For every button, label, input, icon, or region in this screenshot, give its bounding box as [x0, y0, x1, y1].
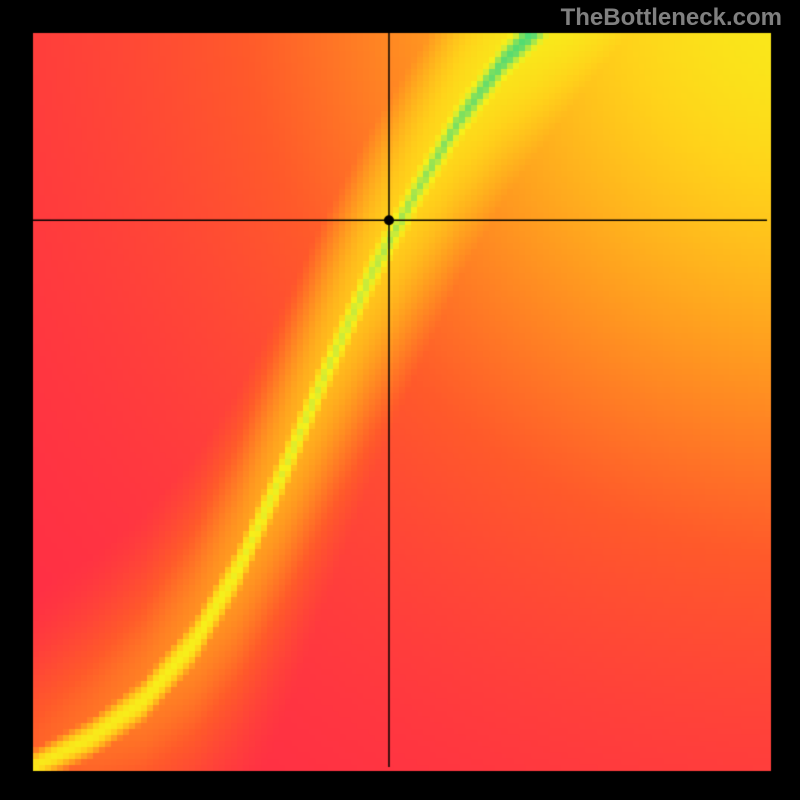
bottleneck-heatmap: [0, 0, 800, 800]
chart-container: TheBottleneck.com: [0, 0, 800, 800]
watermark-text: TheBottleneck.com: [561, 4, 782, 32]
